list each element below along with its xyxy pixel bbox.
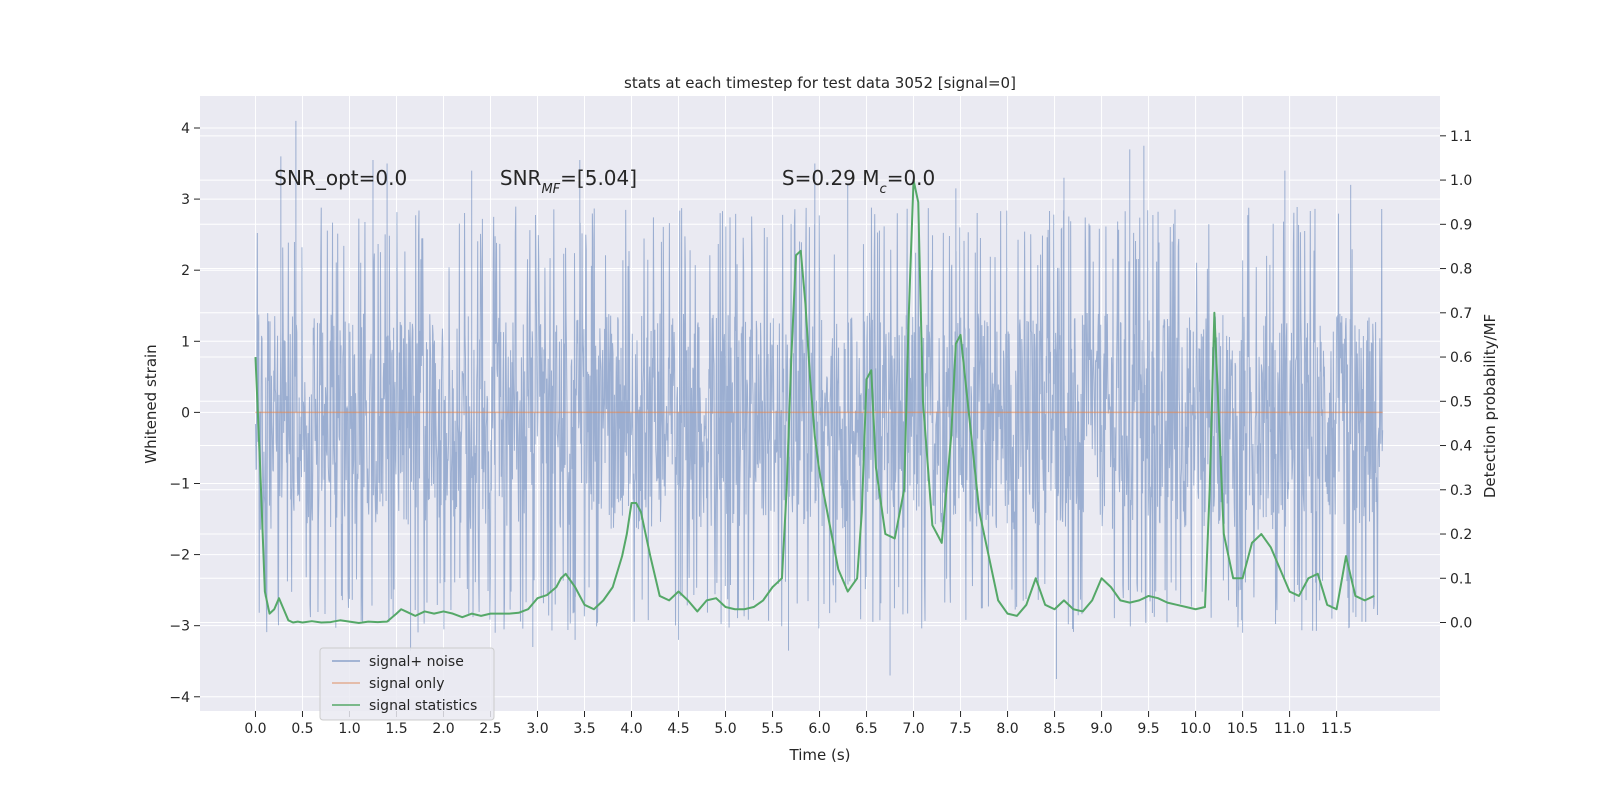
x-tick-label: 6.5 (855, 721, 877, 737)
x-tick-label: 2.5 (479, 721, 501, 737)
y-tick-label: 2 (181, 263, 190, 279)
x-tick-label: 8.5 (1043, 721, 1065, 737)
annotation-0: SNR_opt=0.0 (274, 166, 407, 190)
x-tick-label: 8.0 (996, 721, 1018, 737)
annotation-2: S=0.29 Mc=0.0 (782, 166, 935, 197)
y-axis-label: Whitened strain (142, 344, 160, 463)
y-tick-label: −3 (169, 619, 190, 635)
y-tick-label: −2 (169, 548, 190, 564)
legend-label-signal-noise: signal+ noise (369, 654, 464, 670)
x-tick-label: 1.0 (338, 721, 360, 737)
y2-tick-label: 0.1 (1450, 571, 1472, 587)
y2-tick-label: 0.2 (1450, 527, 1472, 543)
legend-label-signal-only: signal only (369, 676, 444, 692)
x-tick-label: 10.5 (1227, 721, 1258, 737)
series-signal-noise (254, 120, 1384, 680)
x-tick-label: 10.0 (1180, 721, 1211, 737)
y2-tick-label: 0.9 (1450, 217, 1472, 233)
x-tick-label: 4.0 (620, 721, 642, 737)
x-tick-label: 9.0 (1090, 721, 1112, 737)
x-tick-label: 0.0 (244, 721, 266, 737)
y2-tick-label: 1.0 (1450, 173, 1472, 189)
series-signal-statistics (254, 179, 1375, 624)
x-tick-label: 11.0 (1274, 721, 1305, 737)
y2-tick-label: 0.4 (1450, 439, 1472, 455)
x-tick-label: 1.5 (385, 721, 407, 737)
y2-tick-label: 0.0 (1450, 616, 1472, 632)
x-tick-label: 3.5 (573, 721, 595, 737)
x-axis-label: Time (s) (789, 746, 851, 764)
x-tick-label: 5.5 (761, 721, 783, 737)
y2-tick-label: 0.8 (1450, 262, 1472, 278)
x-tick-label: 7.5 (949, 721, 971, 737)
annotation-1: SNRMF=[5.04] (500, 166, 637, 197)
y-tick-label: 0 (181, 405, 190, 421)
y2-axis-label: Detection probability/MF (1481, 314, 1499, 498)
x-tick-label: 4.5 (667, 721, 689, 737)
y2-tick-label: 1.1 (1450, 129, 1472, 145)
plot-area (254, 120, 1384, 680)
y2-tick-label: 0.5 (1450, 394, 1472, 410)
x-tick-label: 3.0 (526, 721, 548, 737)
x-tick-label: 2.0 (432, 721, 454, 737)
legend-label-signal-statistics: signal statistics (369, 698, 477, 714)
x-tick-label: 5.0 (714, 721, 736, 737)
y2-tick-label: 0.7 (1450, 306, 1472, 322)
y-tick-label: 3 (181, 192, 190, 208)
y-tick-label: −4 (169, 690, 190, 706)
y2-tick-label: 0.6 (1450, 350, 1472, 366)
y2-tick-label: 0.3 (1450, 483, 1472, 499)
legend-box (319, 647, 495, 721)
y-tick-label: 4 (181, 121, 190, 137)
x-tick-label: 0.5 (291, 721, 313, 737)
annotations: SNR_opt=0.0 SNRMF=[5.04] S=0.29 Mc=0.0 (274, 166, 935, 197)
legend: signal+ noise signal only signal statist… (319, 647, 495, 721)
x-tick-label: 6.0 (808, 721, 830, 737)
x-tick-label: 9.5 (1137, 721, 1159, 737)
x-tick-label: 7.0 (902, 721, 924, 737)
axes: 0.0 0.5 1.0 1.5 2.0 2.5 3.0 3.5 4.0 4.5 5.0 5.5 6.0 6… (169, 121, 1472, 737)
y-tick-label: 1 (181, 334, 190, 350)
x-tick-label: 11.5 (1321, 721, 1352, 737)
y-tick-label: −1 (169, 476, 190, 492)
chart-title: stats at each timestep for test data 305… (624, 74, 1016, 92)
